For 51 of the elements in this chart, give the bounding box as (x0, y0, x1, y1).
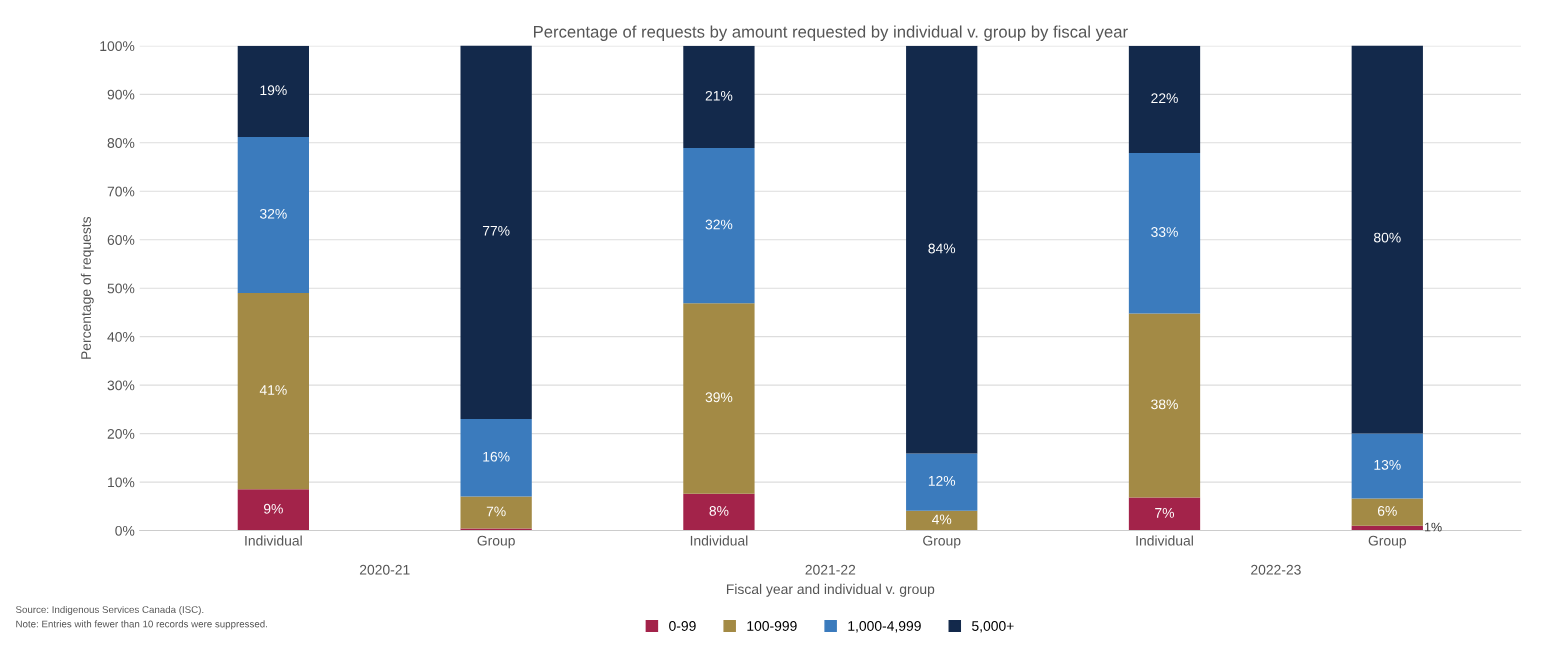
y-tick-label: 60% (107, 235, 135, 245)
data-label: 12% (928, 475, 956, 486)
data-label: 7% (486, 506, 506, 517)
data-label: 7% (1155, 508, 1175, 518)
x-tick-label: Individual (1136, 535, 1193, 546)
x-axis-title: Fiscal year and individual v. group (726, 583, 935, 597)
legend-label: 5,000+ (972, 621, 1014, 633)
data-label: 39% (705, 392, 733, 403)
data-label: 32% (705, 219, 733, 230)
text: Note: Entries with fewer than 10 records were suppressed. (16, 620, 267, 630)
legend-label: 100-999 (747, 621, 797, 631)
text: 2022-23 (1251, 564, 1301, 575)
data-label: 16% (483, 451, 510, 462)
data-label: 1% (1425, 522, 1442, 532)
legend-label: 0-99 (669, 621, 696, 631)
data-label: 38% (1151, 399, 1178, 410)
data-label: 22% (1151, 93, 1178, 104)
y-tick-label: 100% (100, 41, 135, 52)
y-tick-label: 0% (115, 525, 135, 536)
y-tick-label: 90% (107, 89, 135, 100)
x-tick-label: Group (1368, 535, 1407, 549)
legend-label: 1,000-4,999 (848, 621, 921, 633)
x-tick-label: Individual (690, 535, 748, 546)
text: 2021-22 (805, 564, 856, 575)
x-tick-label: Individual (245, 535, 302, 546)
chart-title: Percentage of requests by amount requested by individual v. group by fiscal year (534, 25, 1128, 41)
data-label: 80% (1373, 232, 1401, 243)
data-label: 6% (1377, 506, 1397, 516)
y-tick-label: 80% (107, 138, 135, 148)
text: 2020-21 (359, 564, 410, 575)
data-label: 13% (1374, 459, 1401, 470)
y-tick-label: 40% (107, 332, 135, 342)
x-tick-label: Group (477, 535, 515, 549)
y-tick-label: 50% (107, 283, 135, 294)
data-label: 41% (259, 385, 287, 395)
y-tick-label: 70% (107, 186, 135, 197)
data-label: 21% (705, 90, 733, 101)
data-label: 4% (932, 514, 952, 525)
x-tick-label: Group (923, 535, 961, 549)
data-label: 84% (928, 243, 956, 254)
data-label: 9% (263, 503, 283, 514)
data-label: 33% (1151, 227, 1178, 237)
y-tick-label: 10% (108, 477, 135, 488)
data-label: 77% (482, 225, 510, 236)
source-note: Source: Indigenous Services Canada (ISC). (15, 605, 204, 615)
y-tick-label: 20% (107, 428, 135, 439)
data-label: 19% (260, 85, 287, 96)
data-label: 32% (259, 208, 287, 219)
data-label: 8% (709, 506, 729, 516)
y-tick-label: 30% (107, 380, 135, 391)
y-axis-title: Percentage of requests (80, 216, 94, 359)
